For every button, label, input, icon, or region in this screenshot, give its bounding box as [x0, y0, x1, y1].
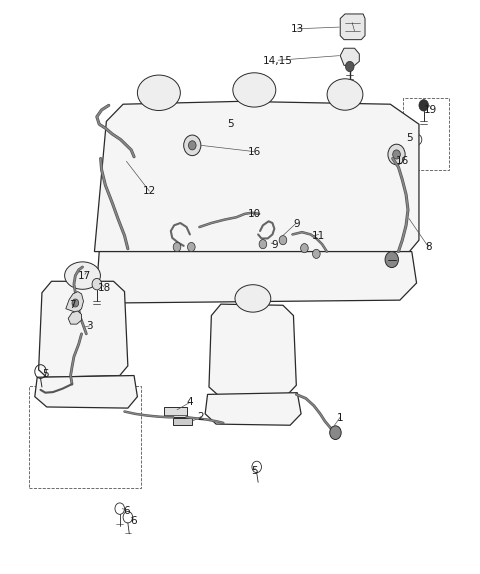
Bar [164, 407, 187, 417]
Polygon shape [97, 251, 417, 303]
Text: 4: 4 [187, 397, 193, 408]
Polygon shape [205, 393, 301, 425]
Text: 5: 5 [251, 466, 258, 476]
Bar [263, 239, 274, 247]
Bar [173, 418, 192, 425]
Circle shape [300, 243, 308, 253]
Circle shape [72, 299, 79, 307]
Text: 14,15: 14,15 [263, 56, 293, 67]
Ellipse shape [137, 75, 180, 110]
Text: 8: 8 [425, 242, 432, 252]
Polygon shape [38, 281, 128, 377]
Circle shape [393, 150, 400, 159]
Text: 1: 1 [337, 413, 344, 424]
Text: 6: 6 [123, 506, 130, 516]
Text: 6: 6 [131, 516, 137, 526]
Circle shape [184, 135, 201, 156]
Text: 7: 7 [69, 300, 75, 311]
Bar [403, 99, 448, 170]
Text: 16: 16 [248, 146, 261, 157]
Polygon shape [340, 14, 365, 40]
Bar [29, 386, 141, 488]
Circle shape [419, 100, 429, 111]
Circle shape [388, 144, 405, 165]
Text: 16: 16 [396, 156, 409, 166]
Polygon shape [66, 292, 84, 313]
Circle shape [189, 141, 196, 150]
Text: 11: 11 [312, 231, 325, 241]
Ellipse shape [327, 79, 363, 110]
Circle shape [173, 242, 181, 251]
Circle shape [92, 278, 102, 290]
Text: 5: 5 [406, 134, 413, 144]
Text: 12: 12 [143, 186, 156, 196]
Text: 19: 19 [424, 105, 437, 115]
Circle shape [279, 235, 287, 245]
Circle shape [188, 242, 195, 251]
Text: 18: 18 [97, 283, 110, 293]
Text: 3: 3 [86, 321, 93, 331]
Text: 2: 2 [198, 412, 204, 422]
Bar [277, 236, 288, 244]
Polygon shape [35, 375, 137, 408]
Polygon shape [95, 102, 419, 251]
Circle shape [330, 426, 341, 440]
Text: 13: 13 [291, 24, 304, 34]
Text: 5: 5 [42, 369, 48, 379]
Circle shape [346, 61, 354, 72]
Ellipse shape [235, 285, 271, 312]
Text: 10: 10 [248, 209, 261, 219]
Text: 9: 9 [293, 219, 300, 229]
Text: 17: 17 [78, 270, 92, 281]
Bar [79, 267, 87, 274]
Text: 9: 9 [271, 241, 277, 250]
Ellipse shape [233, 73, 276, 107]
Circle shape [385, 251, 398, 267]
Circle shape [259, 239, 267, 249]
Polygon shape [209, 304, 296, 395]
Circle shape [312, 249, 320, 258]
Text: 5: 5 [227, 119, 234, 129]
Ellipse shape [65, 262, 100, 289]
Polygon shape [340, 48, 360, 65]
Polygon shape [68, 311, 82, 324]
